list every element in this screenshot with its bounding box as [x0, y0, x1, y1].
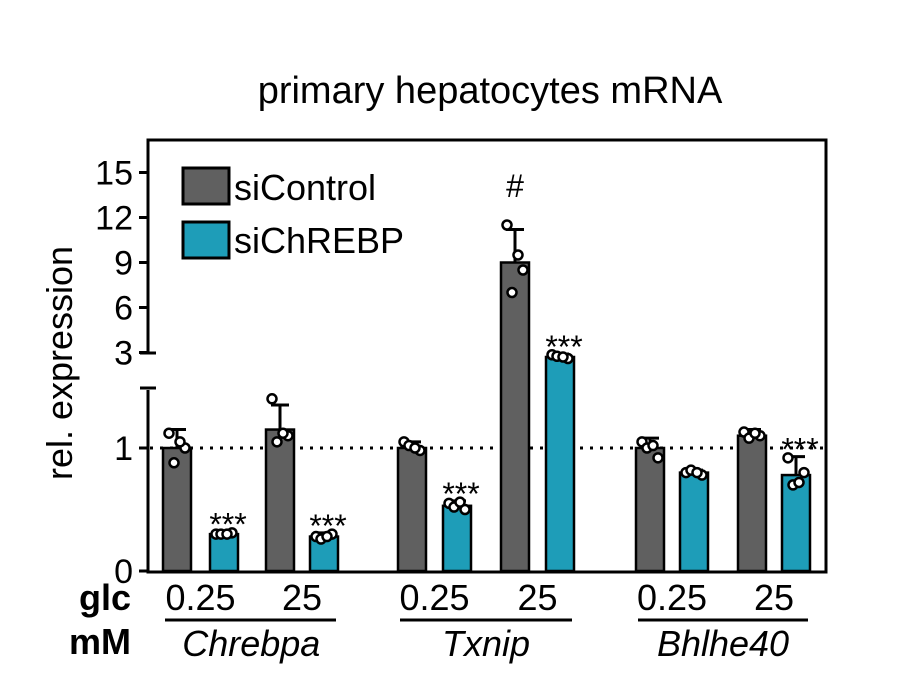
bars: # *** *** *** *** *** [161, 168, 819, 573]
bar-sicontrol-txnip-0-25 [396, 446, 428, 573]
significance-sichrebp-chrebpa-25: *** [309, 508, 346, 544]
significance-sichrebp-chrebpa-0-25: *** [209, 507, 246, 543]
point-sichrebp-bhlhe40-25-0 [782, 452, 794, 464]
legend-swatch-sichrebp [181, 220, 231, 260]
y-tick-label-12: 12 [95, 200, 133, 238]
legend: siControl siChREBP [181, 166, 404, 261]
legend-label-sicontrol: siControl [234, 167, 376, 208]
y-tick-label-15: 15 [95, 155, 133, 193]
point-sichrebp-txnip-25-3 [557, 351, 569, 363]
significance-sichrebp-txnip-0-25: *** [442, 476, 479, 512]
group-label-bhlhe40: Bhlhe40 [657, 623, 789, 664]
row-label-mm: mM [69, 621, 131, 662]
bar-sichrebp-txnip-25 [544, 355, 576, 573]
point-sichrebp-bhlhe40-0-25-3 [691, 466, 703, 479]
x-tick-label-chrebpa-0-25: 0.25 [165, 577, 235, 618]
bar-sicontrol-txnip-25 [499, 261, 531, 573]
y-tick-label-1: 1 [114, 430, 133, 468]
legend-label-sichrebp: siChREBP [234, 220, 404, 261]
point-sicontrol-chrebpa-25-3 [277, 427, 289, 439]
point-sichrebp-bhlhe40-25-3 [793, 476, 805, 489]
y-tick-label-6: 6 [114, 290, 133, 328]
bar-sicontrol-chrebpa-25 [264, 428, 296, 573]
point-sicontrol-chrebpa-25-2 [271, 436, 283, 448]
point-sicontrol-txnip-25-3 [512, 249, 524, 261]
y-axis-lower-ticks: 01 [114, 430, 149, 591]
y-tick-label-9: 9 [114, 245, 133, 283]
point-sicontrol-bhlhe40-0-25-1 [652, 452, 664, 464]
x-tick-label-txnip-0-25: 0.25 [399, 577, 469, 618]
x-axis-labels: 0.25 25 Chrebpa 0.25 25 Txnip 0.25 25 Bhlhe40 [165, 577, 808, 664]
point-sicontrol-txnip-0-25-3 [409, 442, 421, 454]
point-sichrebp-bhlhe40-25-1 [798, 466, 810, 479]
significance-sichrebp-bhlhe40-25: *** [781, 432, 818, 468]
x-tick-label-chrebpa-25: 25 [282, 577, 322, 618]
point-sichrebp-chrebpa-0-25-3 [221, 528, 233, 540]
y-tick-label-3: 3 [114, 335, 133, 373]
bar-sicontrol-bhlhe40-25 [736, 434, 768, 573]
y-axis-label: rel. expression [39, 246, 80, 480]
legend-swatch-sicontrol [181, 166, 231, 206]
point-sicontrol-chrebpa-0-25-0 [163, 427, 175, 439]
point-sicontrol-bhlhe40-25-3 [749, 427, 761, 439]
bar-sicontrol-bhlhe40-0-25 [634, 446, 666, 573]
significance-sicontrol-txnip-25: # [506, 168, 524, 204]
axis-break-gap [140, 352, 156, 390]
chart-title: primary hepatocytes mRNA [258, 70, 723, 112]
row-label-glc: glc [79, 577, 131, 618]
bar-sichrebp-bhlhe40-25 [780, 473, 812, 573]
group-label-txnip: Txnip [442, 623, 530, 664]
x-tick-label-txnip-25: 25 [517, 577, 557, 618]
x-tick-label-bhlhe40-0-25: 0.25 [637, 577, 707, 618]
point-sichrebp-txnip-0-25-1 [459, 503, 471, 516]
point-sicontrol-chrebpa-0-25-3 [174, 436, 186, 448]
point-sichrebp-chrebpa-25-3 [321, 530, 333, 543]
point-sicontrol-bhlhe40-0-25-3 [647, 439, 659, 452]
significance-sichrebp-txnip-25: *** [545, 329, 582, 365]
bar-sichrebp-txnip-0-25 [441, 504, 473, 573]
x-tick-label-bhlhe40-25: 25 [754, 577, 794, 618]
y-axis-upper-ticks: 3 6 9 12 15 [95, 155, 149, 373]
point-sicontrol-chrebpa-25-0 [266, 393, 278, 405]
bar-sichrebp-bhlhe40-0-25 [678, 471, 710, 573]
group-label-chrebpa: Chrebpa [182, 623, 320, 664]
y-tick-label-0: 0 [114, 553, 133, 591]
point-sicontrol-txnip-25-0 [501, 219, 513, 231]
point-sicontrol-txnip-25-1 [517, 264, 529, 276]
point-sichrebp-txnip-0-25-3 [454, 496, 466, 508]
point-sicontrol-chrebpa-0-25-2 [168, 457, 180, 469]
point-sicontrol-txnip-25-2 [506, 286, 518, 299]
